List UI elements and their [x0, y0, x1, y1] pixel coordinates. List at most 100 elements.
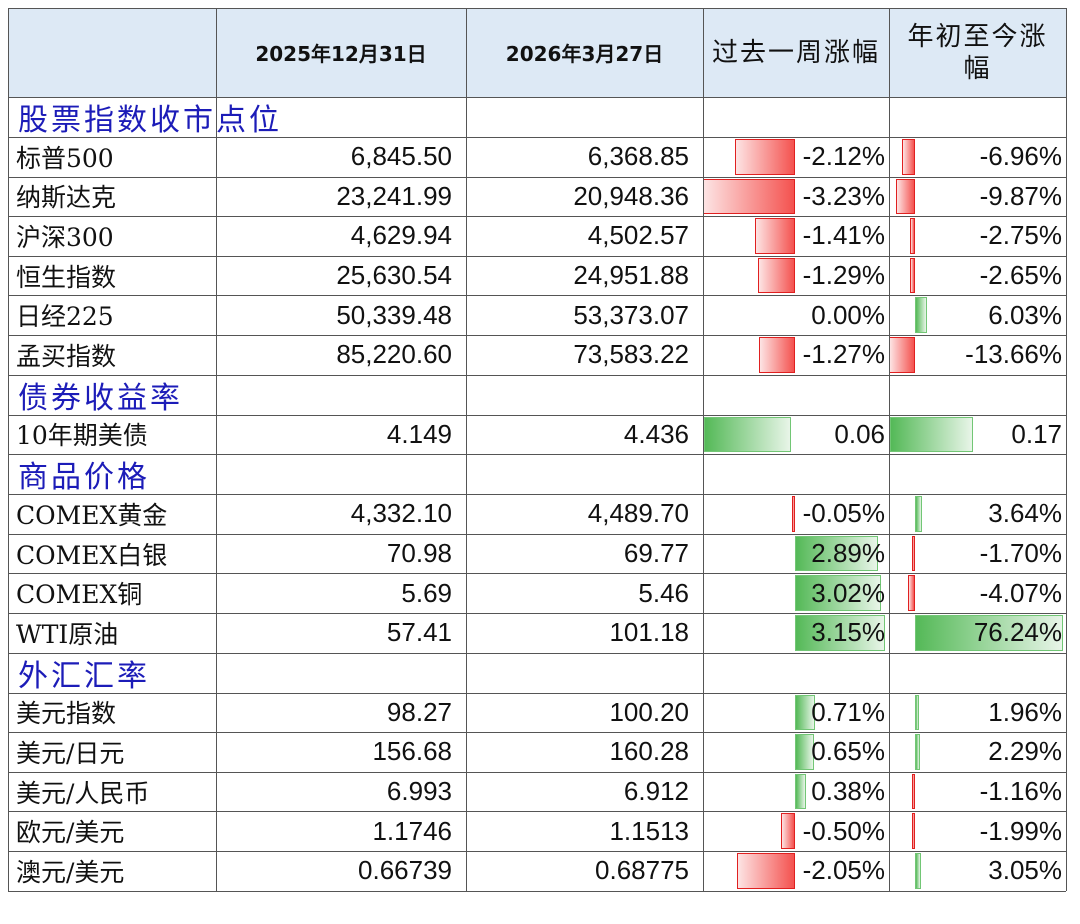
value-2025-12-31: 25,630.54: [336, 260, 452, 291]
row-label: COMEX铜: [16, 580, 143, 610]
row-2-3-wk-databar: [795, 615, 885, 651]
grid-line-horizontal: [8, 494, 1066, 496]
row-label: WTI原油: [16, 619, 119, 649]
row-2-1-wk-databar: [795, 535, 878, 572]
value-2026-03-27: 0.68775: [595, 855, 689, 886]
row-3-1-wk-databar: [795, 734, 814, 770]
row-0-0-wk-databar: [734, 139, 796, 175]
row-3-2-ytd-databar: [912, 773, 916, 810]
row-label: 澳元/美元: [16, 857, 125, 887]
weekly-change: 0.38%: [811, 776, 885, 807]
value-2026-03-27: 73,583.22: [573, 339, 689, 370]
grid-line-horizontal: [8, 414, 1066, 416]
row-0-2-wk-databar: [754, 218, 796, 254]
row-label: 沪深300: [16, 222, 114, 252]
weekly-change: 3.02%: [811, 577, 885, 608]
value-2026-03-27: 4,502.57: [587, 220, 689, 251]
ytd-change: -9.87%: [979, 180, 1062, 211]
row-label: 美元/人民币: [16, 778, 150, 808]
value-2025-12-31: 4,332.10: [350, 498, 452, 529]
value-2026-03-27: 101.18: [609, 617, 689, 648]
weekly-change: 0.65%: [811, 736, 885, 767]
row-label: 美元指数: [16, 699, 117, 729]
value-2026-03-27: 4.436: [623, 418, 689, 449]
header-col3: 过去一周涨幅: [711, 37, 880, 68]
weekly-change: 2.89%: [811, 538, 885, 569]
grid-line-vertical: [703, 8, 704, 891]
value-2025-12-31: 57.41: [386, 617, 452, 648]
row-2-2-ytd-databar: [907, 575, 916, 611]
value-2025-12-31: 85,220.60: [336, 339, 452, 370]
value-2025-12-31: 0.66739: [358, 855, 452, 886]
weekly-change: -2.12%: [802, 141, 885, 172]
value-2026-03-27: 6.912: [623, 776, 689, 807]
row-3-3-wk-databar: [780, 813, 796, 849]
weekly-change: -0.50%: [802, 815, 885, 846]
value-2025-12-31: 70.98: [386, 538, 452, 569]
grid-line-horizontal: [8, 613, 1066, 614]
row-0-2-ytd-databar: [910, 218, 916, 254]
weekly-change: -1.41%: [802, 220, 885, 251]
row-0-1-wk-databar: [703, 178, 796, 215]
value-2025-12-31: 23,241.99: [336, 180, 452, 211]
row-2-2-wk-databar: [795, 575, 882, 611]
ytd-change: -4.07%: [979, 577, 1062, 608]
row-2-3-ytd-databar: [915, 615, 1063, 651]
header-col2: 2026年3月27日: [505, 42, 664, 66]
grid-line-vertical: [466, 8, 467, 891]
grid-line-vertical: [1066, 8, 1067, 891]
row-label: COMEX黄金: [16, 500, 168, 530]
row-2-0-wk-databar: [792, 496, 796, 532]
row-1-0-wk-databar: [704, 416, 791, 453]
grid-line-horizontal: [8, 295, 1066, 297]
row-3-4-ytd-databar: [915, 853, 922, 889]
value-2025-12-31: 156.68: [372, 736, 452, 767]
grid-line-horizontal: [8, 890, 1066, 892]
value-2026-03-27: 6,368.85: [587, 141, 689, 172]
weekly-change: -0.05%: [802, 498, 885, 529]
grid-line-horizontal: [8, 851, 1066, 852]
row-2-1-ytd-databar: [912, 535, 916, 572]
value-2026-03-27: 5.46: [638, 577, 689, 608]
value-2026-03-27: 69.77: [623, 538, 689, 569]
grid-line-horizontal: [8, 454, 1066, 456]
grid-line-horizontal: [8, 216, 1066, 218]
grid-line-vertical: [8, 8, 9, 891]
row-3-0-ytd-databar: [915, 694, 920, 731]
ytd-change: 3.64%: [988, 498, 1062, 529]
section-title: 股票指数收市点位: [18, 103, 282, 138]
value-2025-12-31: 6.993: [386, 776, 452, 807]
grid-line-horizontal: [8, 732, 1066, 734]
row-label: 10年期美债: [16, 421, 148, 451]
value-2025-12-31: 50,339.48: [336, 299, 452, 330]
value-2025-12-31: 5.69: [401, 577, 452, 608]
value-2025-12-31: 6,845.50: [350, 141, 452, 172]
grid-line-horizontal: [8, 692, 1066, 694]
row-1-0-ytd-databar: [890, 416, 973, 453]
weekly-change: -1.29%: [802, 260, 885, 291]
grid-line-vertical: [889, 8, 890, 891]
value-2025-12-31: 1.1746: [372, 815, 452, 846]
value-2026-03-27: 160.28: [609, 736, 689, 767]
header-col4: 年初至今涨幅: [907, 21, 1048, 84]
row-label: COMEX白银: [16, 540, 168, 570]
value-2026-03-27: 100.20: [609, 696, 689, 727]
row-label: 恒生指数: [16, 262, 117, 292]
value-2026-03-27: 20,948.36: [573, 180, 689, 211]
row-0-3-ytd-databar: [910, 257, 916, 294]
grid-line-vertical: [216, 8, 217, 891]
row-label: 欧元/美元: [16, 818, 125, 848]
row-3-2-wk-databar: [795, 773, 806, 810]
weekly-change: 3.15%: [811, 617, 885, 648]
grid-line-horizontal: [8, 8, 1066, 9]
value-2026-03-27: 24,951.88: [573, 260, 689, 291]
row-3-0-wk-databar: [795, 694, 816, 731]
grid-line-horizontal: [8, 573, 1066, 575]
value-2026-03-27: 1.1513: [609, 815, 689, 846]
grid-line-horizontal: [8, 533, 1066, 535]
weekly-change: -2.05%: [802, 855, 885, 886]
row-0-3-wk-databar: [758, 257, 796, 294]
ytd-change: -2.65%: [979, 260, 1062, 291]
ytd-change: 0.17: [1011, 418, 1062, 449]
row-2-0-ytd-databar: [915, 496, 923, 532]
